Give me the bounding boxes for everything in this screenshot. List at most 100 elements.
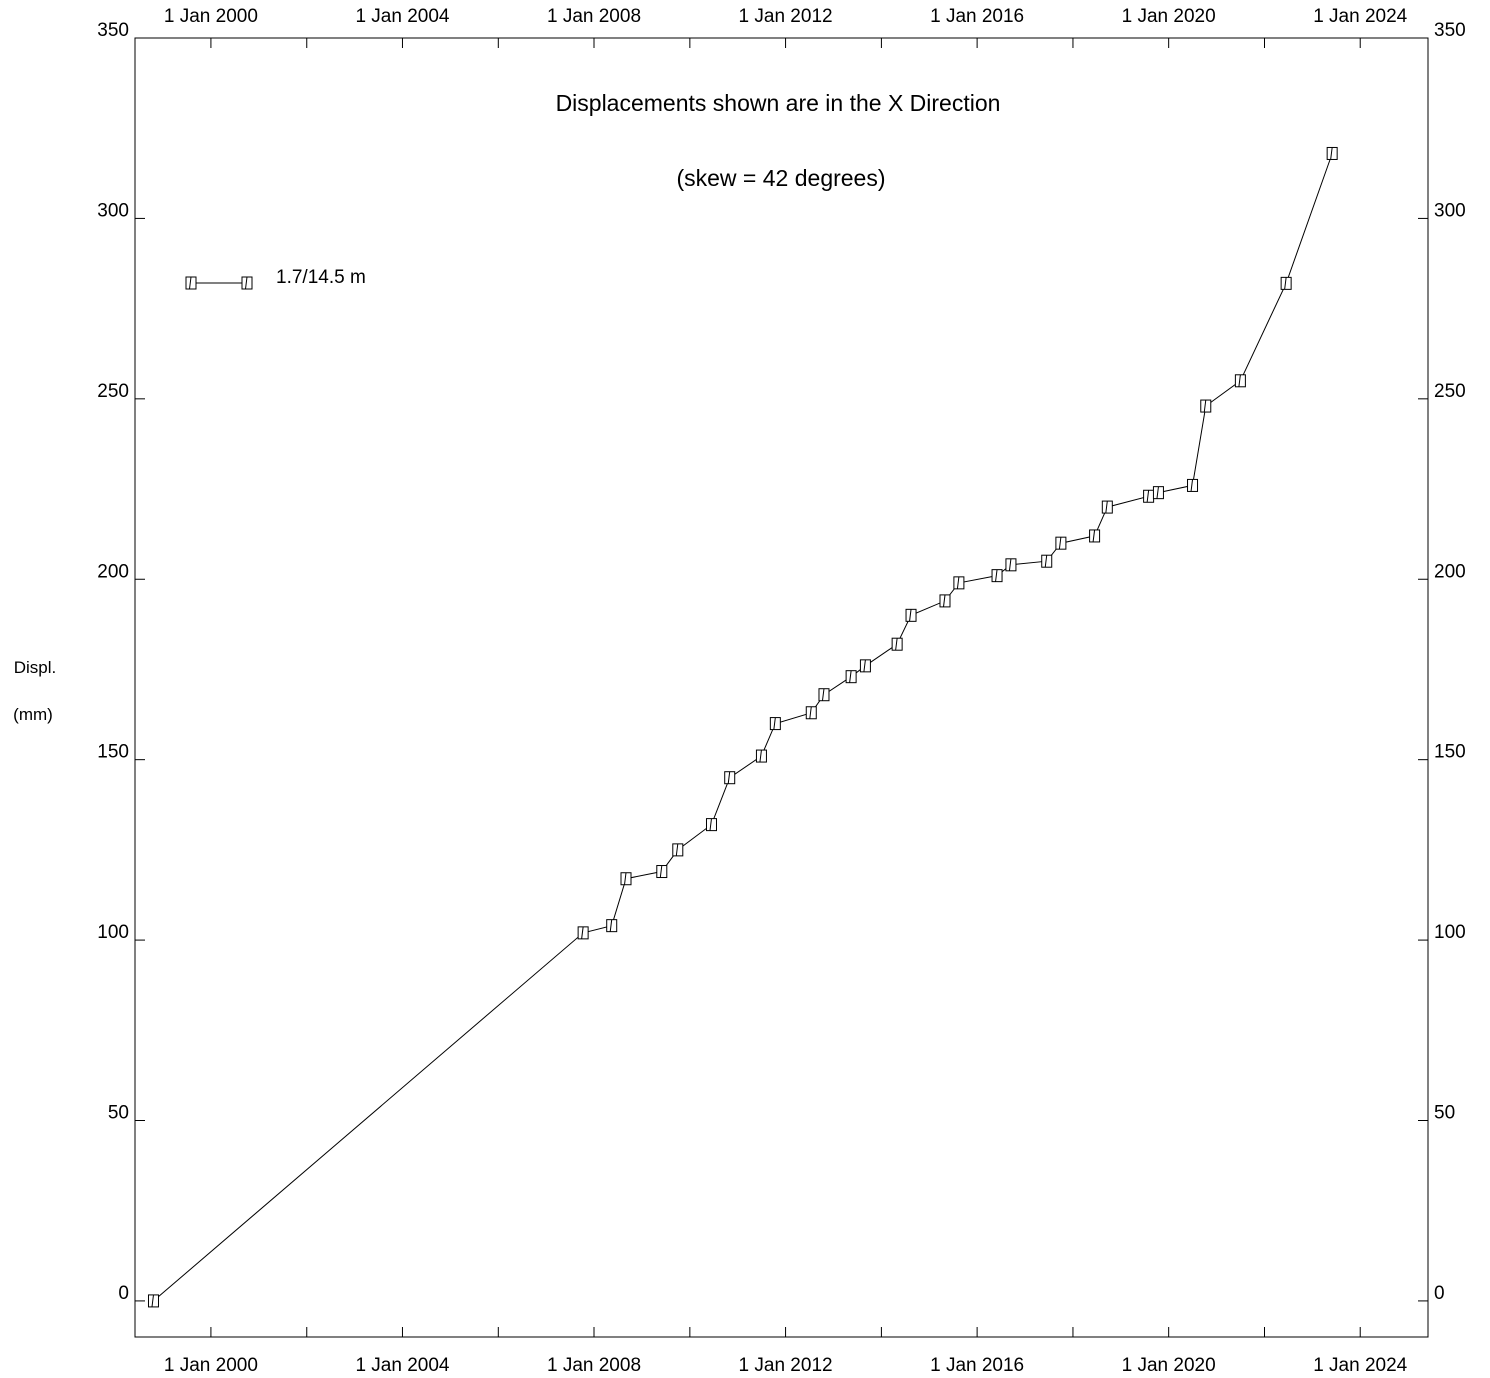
data-point [891,637,903,651]
data-marker-stroke [245,276,248,290]
data-point [953,576,965,590]
data-point [1101,500,1113,514]
data-marker-stroke [1008,558,1012,571]
y-tick-label-right: 200 [1434,561,1466,582]
data-marker-stroke [995,569,998,582]
data-marker-stroke [1190,479,1194,492]
legend-marker [185,276,197,290]
data-point [1187,478,1199,492]
data-marker-stroke [624,872,627,885]
y-tick-label-left: 0 [118,1283,129,1304]
data-point [1152,486,1164,500]
x-tick-label-bottom: 1 Jan 2024 [1313,1355,1407,1376]
x-tick-label-bottom: 1 Jan 2008 [547,1355,641,1376]
y-axis-label-line2: (mm) [13,705,53,724]
data-marker-stroke [1058,537,1062,550]
chart-title: Displacements shown are in the X Directi… [556,90,1001,116]
data-point [818,688,830,702]
data-marker-stroke [1156,486,1159,499]
y-tick-label-right: 50 [1434,1103,1455,1124]
data-marker-stroke [581,926,584,939]
y-ticks-left: 0 50 100 150 200 250 300 350 [97,20,145,1304]
chart-subtitle: (skew = 42 degrees) [676,165,885,191]
x-tick-label-top: 1 Jan 2000 [164,6,258,27]
y-tick-label-right: 350 [1434,20,1466,41]
data-marker-stroke [609,919,613,932]
y-tick-label-right: 300 [1434,200,1466,221]
x-ticks-bottom: 1 Jan 2000 1 Jan 2004 1 Jan 2008 1 Jan 2012… [164,1327,1408,1376]
x-tick-label-top: 1 Jan 2020 [1122,6,1216,27]
y-tick-label-left: 200 [97,561,129,582]
data-marker-stroke [773,717,776,730]
x-tick-label-top: 1 Jan 2004 [355,6,449,27]
data-point [991,569,1003,583]
data-point [859,659,871,673]
data-point [905,608,917,622]
y-tick-label-left: 50 [108,1103,129,1124]
data-marker-stroke [151,1294,154,1307]
data-marker-stroke [1044,555,1048,568]
data-point [1143,489,1155,503]
data-marker-stroke [709,818,712,831]
data-point [577,926,589,940]
data-point [620,872,632,886]
data-marker-stroke [1105,501,1108,514]
legend-marker [241,276,253,290]
y-tick-label-left: 300 [97,200,129,221]
y-tick-label-left: 150 [97,742,129,763]
data-marker-stroke [1203,399,1207,413]
data-point [1326,146,1338,160]
data-marker-stroke [942,594,946,607]
data-point [724,771,736,785]
data-marker-stroke [821,688,825,701]
data-point [1041,554,1053,568]
data-marker-stroke [659,865,663,878]
x-tick-label-bottom: 1 Jan 2004 [355,1355,449,1376]
data-point [1234,374,1246,388]
x-tick-label-bottom: 1 Jan 2016 [930,1355,1024,1376]
y-tick-label-right: 0 [1434,1283,1445,1304]
legend-label: 1.7/14.5 m [276,267,366,288]
data-point [705,818,717,832]
data-point [672,843,684,857]
y-tick-label-left: 100 [97,922,129,943]
data-point [1089,529,1101,543]
data-marker-stroke [863,659,866,672]
y-tick-label-right: 150 [1434,742,1466,763]
y-tick-label-left: 350 [97,20,129,41]
data-point [606,919,618,933]
data-point [755,749,767,763]
plot-frame [134,37,1429,1338]
series-group [147,146,1338,1308]
data-marker-stroke [895,638,898,651]
x-tick-label-top: 1 Jan 2012 [739,6,833,27]
x-tick-label-bottom: 1 Jan 2000 [164,1355,258,1376]
data-point [1280,276,1292,290]
data-marker-stroke [189,276,192,290]
data-point [845,670,857,684]
data-point [769,717,781,731]
data-marker-stroke [909,609,912,622]
data-marker-stroke [956,576,960,589]
y-ticks-right: 0 50 100 150 200 250 300 350 [1418,20,1466,1304]
legend-markers [185,276,253,290]
x-tick-label-bottom: 1 Jan 2012 [739,1355,833,1376]
x-tick-label-bottom: 1 Jan 2020 [1122,1355,1216,1376]
data-marker-stroke [1284,277,1287,290]
data-marker-stroke [809,706,812,719]
x-tick-label-top: 1 Jan 2024 [1313,6,1407,27]
data-point [1200,399,1212,413]
data-marker-stroke [849,670,852,683]
x-tick-label-top: 1 Jan 2016 [930,6,1024,27]
legend: 1.7/14.5 m [185,267,366,290]
data-marker-stroke [1238,374,1241,387]
data-point [656,865,668,879]
data-marker-stroke [759,749,762,763]
data-point [805,706,817,720]
data-marker-stroke [1146,490,1150,503]
data-point [939,594,951,608]
data-marker-stroke [1092,529,1096,543]
data-point [1005,558,1017,572]
data-point [1055,536,1067,550]
